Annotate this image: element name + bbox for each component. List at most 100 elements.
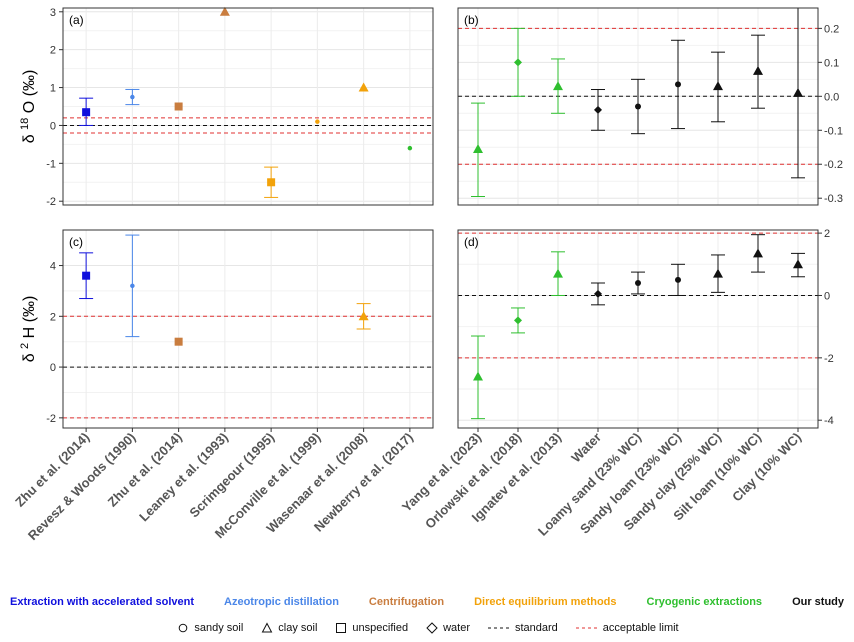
data-point [264,166,279,198]
y-tick-label: 2 [50,45,56,57]
square-marker [82,271,91,280]
triangle-marker [358,311,369,321]
data-point [79,252,94,300]
data-point [671,39,685,130]
legend-method-centrifugation: Centrifugation [368,596,445,608]
y-tick-label: -0.3 [824,193,843,205]
data-point [791,252,805,278]
y-tick-label: -0.1 [824,125,843,137]
diamond-marker [594,105,602,114]
panel-label: (a) [69,13,84,27]
data-point [471,102,485,198]
y-tick-label: -4 [824,415,834,427]
data-point [511,307,525,334]
triangle-marker [713,268,723,278]
y-axis-title-superscript: 18 [19,118,31,130]
data-point [471,335,485,420]
data-point [125,234,140,338]
triangle-icon [259,622,275,634]
square-icon [333,622,349,634]
square-marker [267,178,276,187]
circle-marker [675,81,681,88]
triangle-marker [793,87,803,97]
panel-b: (b) -0.3 -0.2 -0.1 0.0 0.1 0.2 [457,7,843,206]
diamond-marker [514,316,522,325]
panel-label: (b) [464,13,479,27]
triangle-marker [753,65,763,75]
y-tick-label: 0.0 [824,91,839,103]
legend-shape-limit: acceptable limit [574,622,679,634]
legend-method-cryogenic: Cryogenic extractions [646,596,763,608]
diamond-icon [424,622,440,634]
legend-method-our-study: Our study [792,596,845,608]
diamond-marker [594,289,602,298]
legend-shape-label: unspecified [352,622,409,634]
y-tick-label: 0.2 [824,23,839,35]
diamond-marker [514,58,522,67]
triangle-marker [553,81,563,91]
data-point [356,303,371,330]
y-axis-title: δ 18 O (‰) [19,70,38,144]
method-legend: Extraction with accelerated solvent Azeo… [0,594,854,610]
triangle-marker [713,81,723,91]
square-marker [174,102,183,111]
data-point [315,119,320,124]
right-x-label: Water [568,430,604,466]
legend-method-accelerated: Extraction with accelerated solvent [10,596,195,608]
legend-shape-water: water [424,622,470,634]
y-axis-title-delta: δ [21,349,38,362]
data-point [591,282,605,306]
circle-marker [675,276,681,283]
legend-method-azeotropic: Azeotropic distillation [224,596,339,608]
y-tick-label: -0.2 [824,159,843,171]
y-tick-label: 4 [50,261,56,273]
square-marker [82,108,91,117]
data-point [79,97,94,126]
panel-d: (d) -4 -2 0 2 [457,228,834,432]
triangle-marker [793,259,803,269]
data-point [551,251,565,296]
figure-canvas: (a) -2 -1 0 1 2 3 δ 18 O (‰) (b) -0.3 -0.2 -0.1 0.0 0… [12,6,843,543]
panel-a: (a) -2 -1 0 1 2 3 δ 18 O (‰) [19,6,434,208]
panel-c: (c) -2 0 2 4 δ 2 H (‰) [19,229,434,432]
triangle-marker [753,248,763,258]
y-tick-label: 0.1 [824,57,839,69]
panel-border [62,7,434,206]
circle-marker [315,119,320,124]
legend-shape-label: sandy soil [194,622,244,634]
panel-label: (d) [464,235,479,249]
legend-shape-unspecified: unspecified [333,622,408,634]
circle-icon [175,622,191,634]
data-point [219,6,230,16]
y-tick-label: 1 [50,83,56,95]
data-point [631,271,645,295]
circle-marker [635,280,641,287]
y-tick-label: 2 [50,311,56,323]
data-point [511,27,525,97]
triangle-marker [358,82,369,92]
dashed-line-icon [486,622,512,634]
triangle-marker [219,6,230,16]
y-tick-label: -2 [46,413,56,425]
data-point [407,145,413,151]
square-marker [174,337,183,346]
y-tick-label: 0 [824,290,830,302]
y-axis-title-rest: O (‰) [21,70,38,118]
y-axis-title-delta: δ [21,130,38,143]
legend-shape-label: clay soil [278,622,318,634]
panel-border [457,7,819,206]
data-point [174,102,183,111]
plot-background [63,230,433,428]
circle-marker [130,94,135,100]
y-tick-label: 2 [824,228,830,240]
data-point [125,88,140,106]
y-axis-title-rest: H (‰) [21,296,38,343]
panel-label: (c) [69,235,83,249]
dashed-line-icon [574,622,600,634]
legend-shape-sandy: sandy soil [175,622,243,634]
circle-marker [635,103,641,110]
legend-method-direct-equilibrium: Direct equilibrium methods [474,596,617,608]
data-point [358,82,369,92]
right-x-label: Clay (10% WC) [729,430,804,505]
triangle-marker [473,371,483,381]
